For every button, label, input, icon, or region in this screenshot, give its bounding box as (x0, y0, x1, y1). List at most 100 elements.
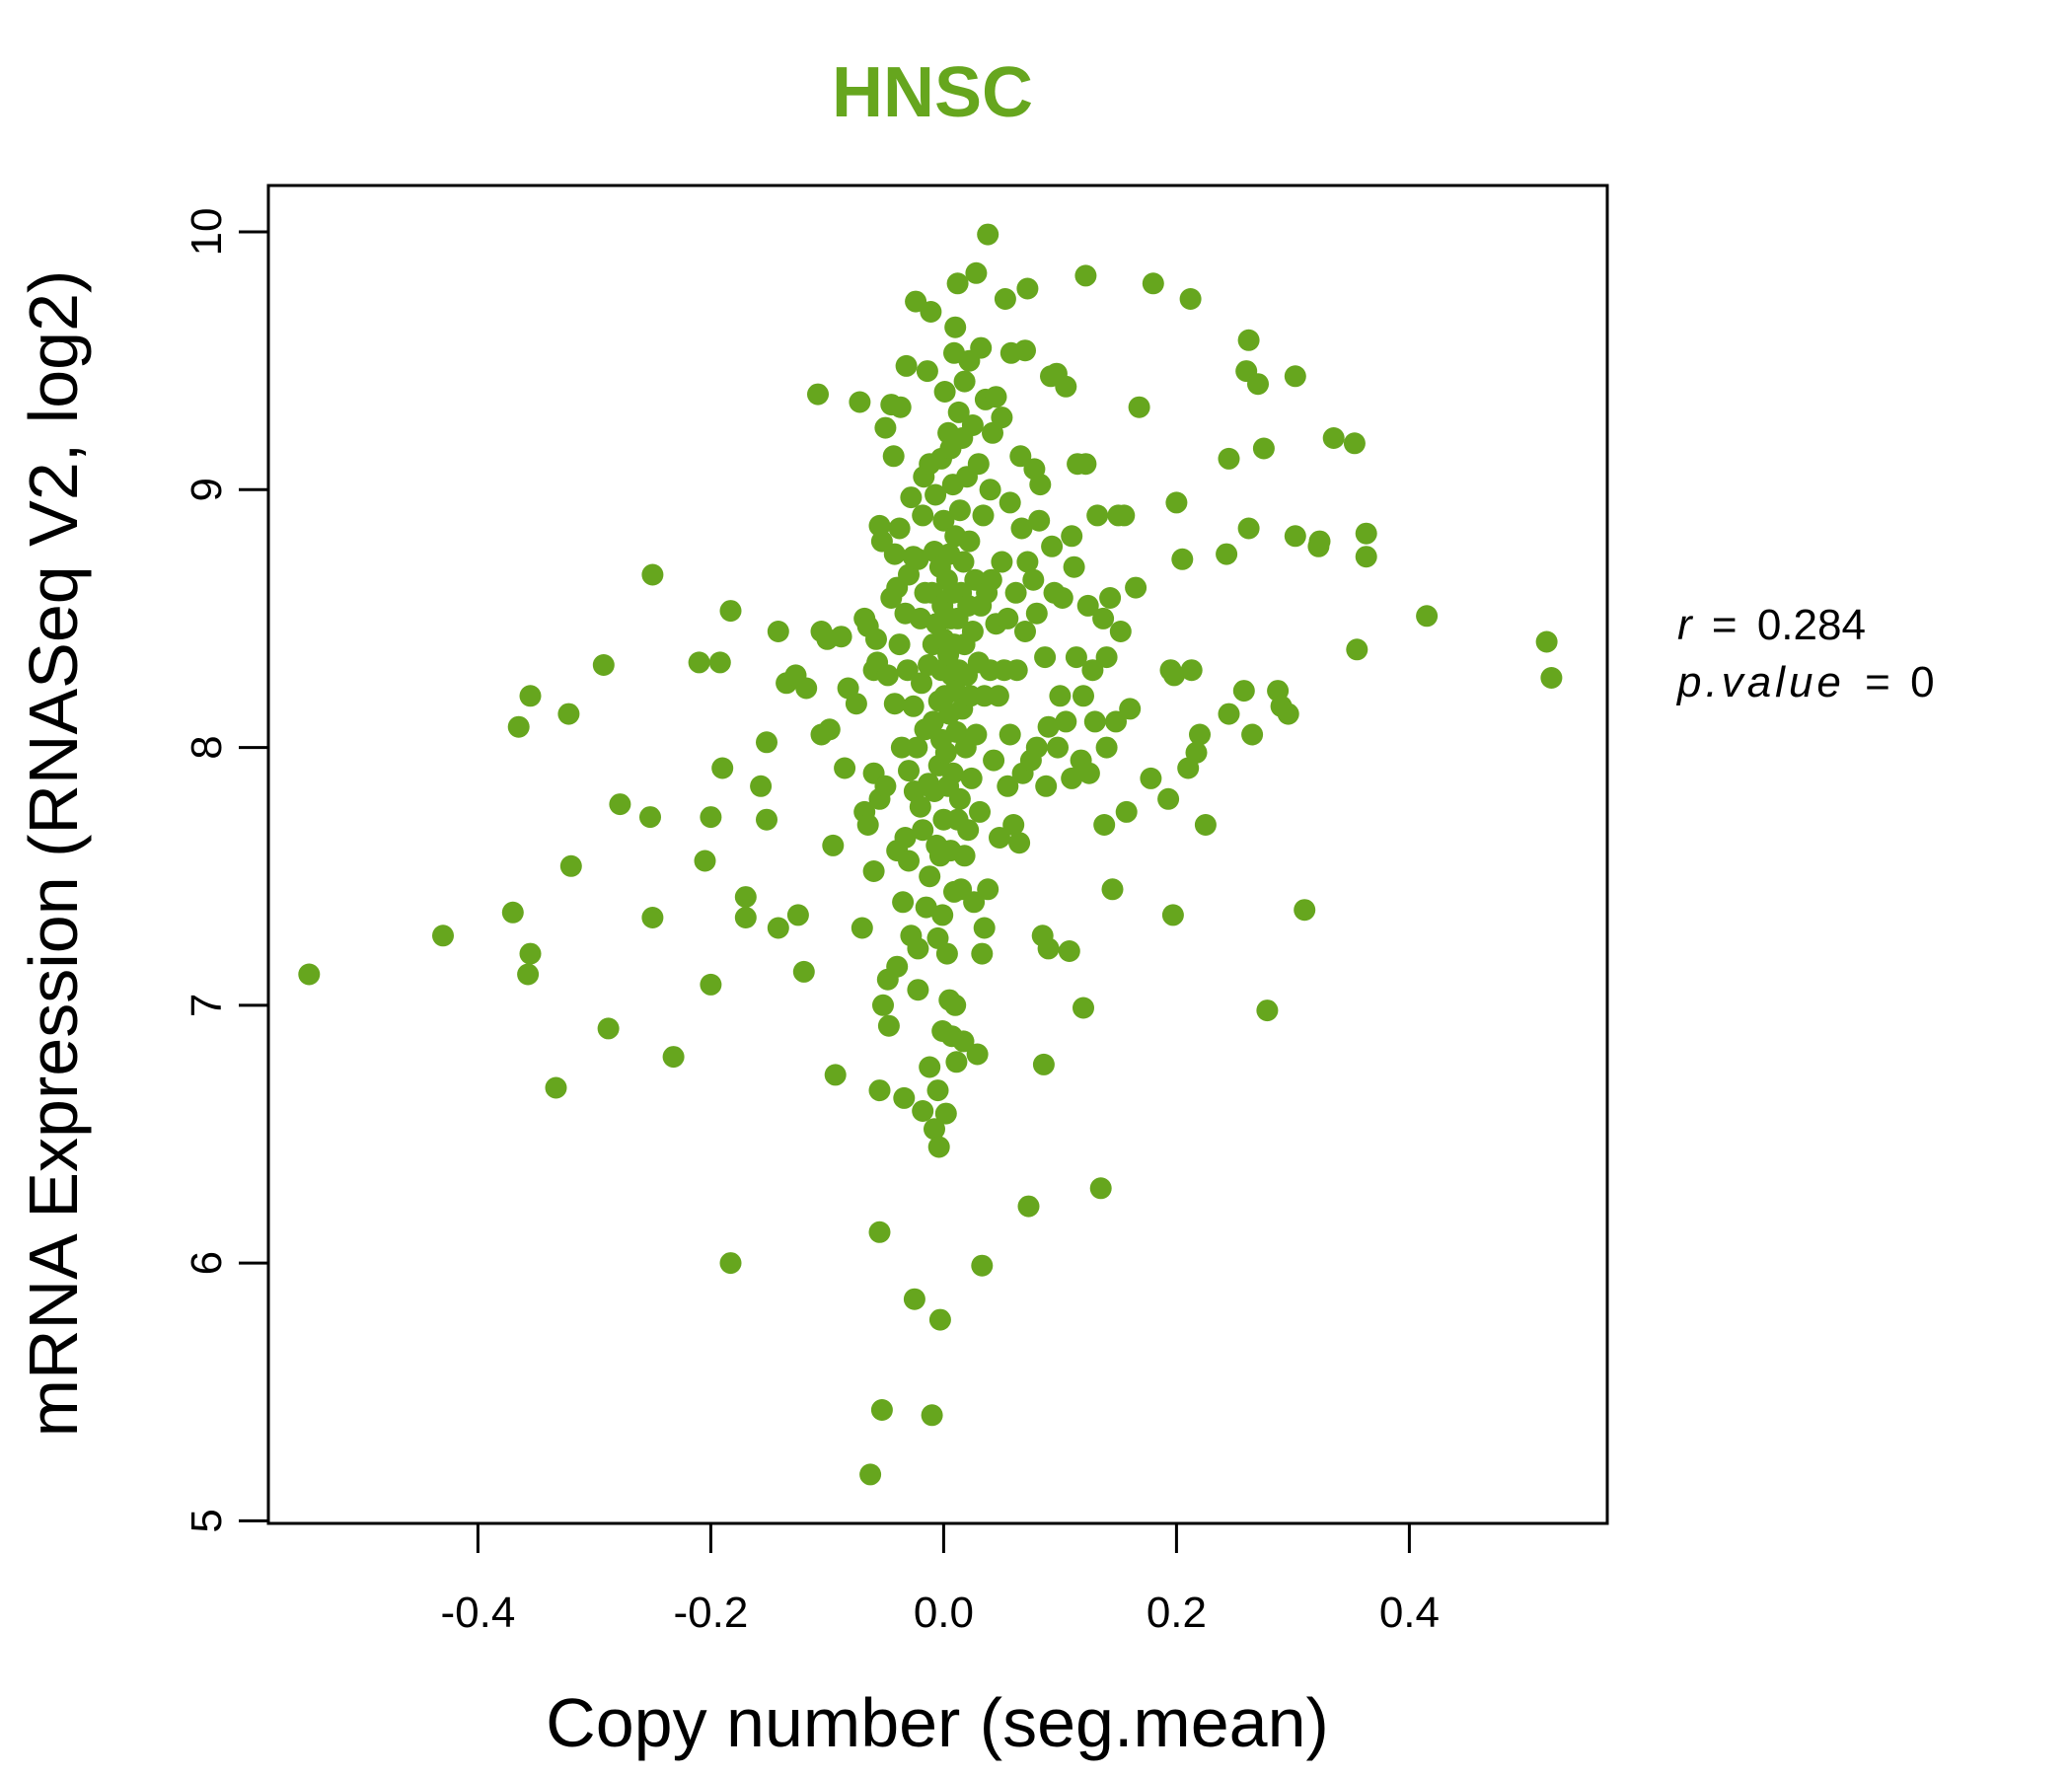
data-point-315 (1179, 288, 1202, 310)
data-point-243 (1005, 659, 1028, 682)
data-point-272 (1051, 587, 1073, 609)
data-point-122 (921, 1404, 943, 1427)
data-point-7 (545, 1076, 567, 1099)
data-point-71 (877, 1014, 900, 1037)
data-point-328 (1247, 373, 1269, 396)
data-point-104 (909, 607, 931, 629)
data-point-37 (807, 383, 829, 406)
data-point-316 (1180, 659, 1203, 682)
data-point-13 (639, 806, 661, 829)
data-point-320 (1216, 543, 1238, 565)
data-point-114 (916, 360, 938, 383)
data-point-43 (824, 1064, 847, 1086)
data-point-128 (925, 483, 947, 506)
data-point-20 (700, 973, 722, 996)
data-point-302 (1115, 800, 1138, 823)
data-point-307 (1142, 272, 1164, 295)
data-point-251 (1016, 551, 1039, 573)
data-point-274 (1055, 710, 1077, 733)
data-point-15 (641, 907, 664, 928)
data-point-176 (945, 1051, 968, 1073)
data-point-249 (1014, 621, 1036, 642)
y-tick-label-1: 6 (183, 1251, 231, 1275)
data-point-256 (1025, 602, 1048, 625)
data-point-67 (870, 1399, 893, 1421)
data-point-3 (507, 715, 530, 738)
data-point-151 (934, 1102, 957, 1125)
data-point-345 (1535, 630, 1558, 653)
data-point-303 (1119, 698, 1142, 720)
data-point-333 (1277, 703, 1299, 725)
data-point-326 (1237, 329, 1260, 351)
data-point-150 (934, 741, 957, 764)
x-tick-label-0: -0.4 (440, 1589, 515, 1637)
data-point-238 (999, 491, 1021, 514)
r-value: 0.284 (1757, 601, 1866, 649)
data-point-18 (694, 850, 716, 872)
data-point-288 (1081, 659, 1104, 682)
data-point-190 (953, 370, 976, 393)
data-point-285 (1074, 453, 1097, 476)
data-point-12 (609, 793, 631, 816)
data-point-21 (708, 651, 731, 674)
data-point-318 (1189, 723, 1211, 746)
data-point-207 (965, 723, 988, 746)
y-tick-label-0: 5 (183, 1509, 231, 1532)
data-point-242 (1004, 581, 1027, 604)
data-point-16 (662, 1046, 685, 1069)
data-point-85 (893, 1086, 916, 1109)
data-point-10 (592, 654, 615, 676)
data-point-287 (1077, 762, 1100, 784)
data-point-222 (977, 878, 999, 901)
data-point-276 (1061, 525, 1083, 548)
data-point-27 (750, 775, 773, 797)
data-point-65 (874, 775, 897, 797)
data-point-192 (953, 845, 976, 867)
data-point-262 (1034, 646, 1057, 669)
data-point-230 (987, 685, 1009, 707)
data-point-273 (1055, 375, 1077, 398)
data-point-182 (948, 499, 971, 522)
data-point-93 (900, 486, 923, 509)
chart-title: HNSC (832, 53, 1033, 132)
data-point-301 (1113, 504, 1136, 527)
data-point-28 (756, 808, 777, 831)
y-tick-label-3: 8 (183, 735, 231, 759)
data-point-275 (1058, 940, 1080, 962)
data-point-92 (898, 850, 920, 872)
data-point-148 (933, 381, 956, 403)
data-point-293 (1093, 814, 1116, 836)
data-point-245 (1009, 445, 1032, 468)
data-point-211 (969, 800, 991, 823)
data-point-42 (822, 834, 845, 856)
data-point-53 (856, 814, 879, 836)
data-point-296 (1099, 587, 1122, 609)
p-value: 0 (1910, 658, 1934, 706)
data-point-322 (1218, 447, 1240, 470)
data-point-343 (1355, 546, 1377, 568)
data-point-214 (971, 942, 994, 965)
data-point-306 (1140, 767, 1162, 789)
data-point-339 (1322, 427, 1345, 449)
data-point-209 (967, 453, 990, 476)
data-point-98 (903, 1288, 925, 1310)
data-point-88 (895, 354, 918, 377)
data-point-335 (1284, 365, 1306, 388)
data-point-91 (898, 760, 920, 782)
data-point-278 (1063, 555, 1085, 578)
x-axis: -0.4 -0.2 0.0 0.2 0.4 (440, 1521, 1440, 1637)
data-point-45 (834, 757, 856, 779)
data-point-235 (994, 288, 1016, 310)
data-point-66 (872, 994, 894, 1016)
data-point-82 (889, 396, 912, 418)
data-point-109 (912, 1100, 934, 1122)
data-point-277 (1061, 767, 1083, 789)
data-point-289 (1083, 710, 1106, 733)
data-point-225 (980, 568, 1002, 591)
data-point-232 (991, 407, 1013, 429)
data-point-29 (756, 731, 777, 754)
data-point-167 (941, 762, 964, 784)
data-point-34 (786, 904, 809, 926)
r-label: r (1677, 601, 1694, 649)
data-point-138 (928, 1308, 951, 1331)
